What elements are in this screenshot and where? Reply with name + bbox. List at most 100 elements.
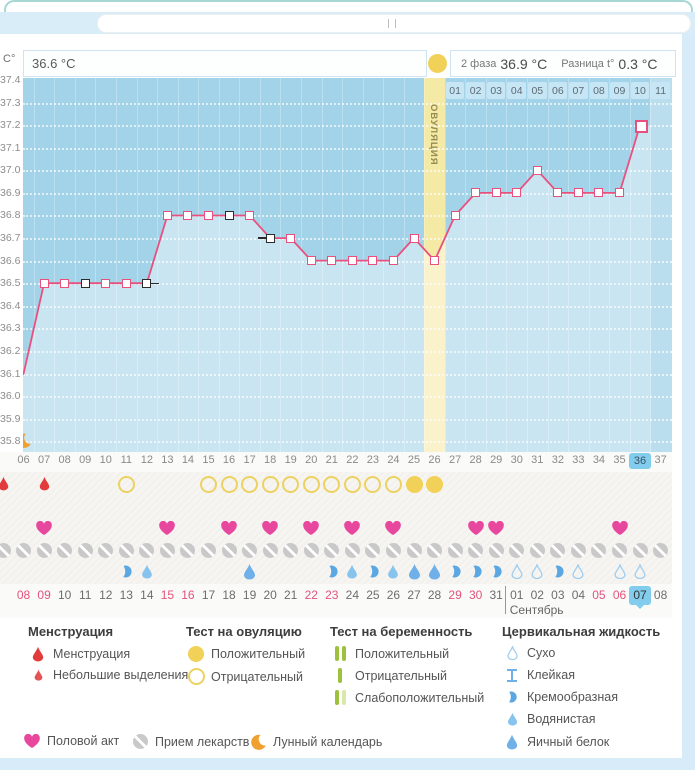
date-label[interactable]: 27 xyxy=(407,588,421,602)
temperature-marker[interactable] xyxy=(553,188,563,198)
temperature-marker[interactable] xyxy=(634,119,648,133)
ovulation-test-negative-icon[interactable] xyxy=(241,475,259,493)
cycle-day-label[interactable]: 24 xyxy=(387,454,400,466)
medication-pill-icon[interactable] xyxy=(385,542,401,558)
date-label[interactable]: 22 xyxy=(304,588,318,602)
medication-pill-icon[interactable] xyxy=(529,542,545,558)
temperature-marker[interactable] xyxy=(409,233,419,243)
medication-pill-icon[interactable] xyxy=(632,542,648,558)
date-label[interactable]: 05 xyxy=(592,588,606,602)
medication-pill-icon[interactable] xyxy=(509,542,525,558)
medication-pill-icon[interactable] xyxy=(406,542,422,558)
medication-pill-icon[interactable] xyxy=(283,542,299,558)
cycle-day-label[interactable]: 36 xyxy=(629,453,652,469)
temperature-marker[interactable] xyxy=(327,256,337,266)
temperature-marker[interactable] xyxy=(60,278,70,288)
medication-pill-icon[interactable] xyxy=(570,542,586,558)
cervical-dry-icon[interactable] xyxy=(572,562,584,584)
cycle-day-label[interactable]: 11 xyxy=(120,454,132,466)
date-label[interactable]: 17 xyxy=(201,588,216,602)
date-label[interactable]: 30 xyxy=(468,588,483,602)
menstruation-drop-icon[interactable] xyxy=(0,476,9,496)
medication-pill-icon[interactable] xyxy=(365,542,381,558)
date-label[interactable]: 08 xyxy=(16,588,31,602)
intercourse-heart-icon[interactable] xyxy=(467,520,484,541)
date-label[interactable]: 25 xyxy=(366,588,380,602)
medication-pill-icon[interactable] xyxy=(159,542,175,558)
ovulation-test-negative-icon[interactable] xyxy=(282,475,300,493)
vertical-scrollbar-track[interactable] xyxy=(682,34,695,770)
cervical-creamy-icon[interactable] xyxy=(490,565,503,583)
cycle-day-label[interactable]: 15 xyxy=(202,454,215,466)
temperature-chart[interactable]: ОВУЛЯЦИЯ 01 02 03 04 05 06 07 08 09 10 11 xyxy=(23,78,672,452)
temperature-marker[interactable] xyxy=(101,278,111,288)
temperature-marker[interactable] xyxy=(512,188,522,198)
temperature-marker[interactable] xyxy=(286,233,296,243)
cycle-day-label[interactable]: 30 xyxy=(510,454,523,466)
cycle-day-label[interactable]: 23 xyxy=(366,454,380,466)
medication-pill-icon[interactable] xyxy=(221,542,237,558)
cycle-day-label[interactable]: 28 xyxy=(469,454,482,466)
medication-pill-icon[interactable] xyxy=(139,542,155,558)
medication-pill-icon[interactable] xyxy=(488,542,504,558)
symptom-grid[interactable] xyxy=(0,472,672,584)
ovulation-test-negative-icon[interactable] xyxy=(364,475,382,493)
date-label[interactable]: 09 xyxy=(37,588,51,602)
date-label[interactable]: 16 xyxy=(181,588,195,602)
cycle-day-label[interactable]: 12 xyxy=(140,454,153,466)
temperature-marker[interactable] xyxy=(39,278,49,288)
intercourse-heart-icon[interactable] xyxy=(159,520,176,541)
intercourse-heart-icon[interactable] xyxy=(611,520,628,541)
temperature-marker[interactable] xyxy=(368,256,378,266)
temperature-marker[interactable] xyxy=(245,210,255,220)
temperature-marker[interactable] xyxy=(388,256,398,266)
date-label[interactable]: 01 xyxy=(510,588,524,602)
medication-pill-icon[interactable] xyxy=(344,542,360,558)
temperature-marker[interactable] xyxy=(532,165,542,175)
medication-pill-icon[interactable] xyxy=(77,542,93,558)
temperature-marker[interactable] xyxy=(306,256,316,266)
date-label[interactable]: 23 xyxy=(325,588,339,602)
medication-pill-icon[interactable] xyxy=(201,542,216,558)
date-label[interactable]: 26 xyxy=(386,588,401,602)
medication-pill-icon[interactable] xyxy=(612,542,627,558)
date-label[interactable]: 28 xyxy=(427,588,442,602)
temperature-marker[interactable] xyxy=(121,278,131,288)
date-label[interactable]: 07 xyxy=(629,586,652,605)
temperature-marker[interactable] xyxy=(183,210,193,220)
date-label[interactable]: 13 xyxy=(119,588,133,602)
ovulation-test-negative-icon[interactable] xyxy=(117,475,135,493)
medication-pill-icon[interactable] xyxy=(303,542,319,558)
cervical-creamy-icon[interactable] xyxy=(326,565,339,583)
date-label[interactable]: 20 xyxy=(263,588,277,602)
medication-pill-icon[interactable] xyxy=(242,542,258,558)
cycle-day-label[interactable]: 06 xyxy=(17,454,30,466)
medication-pill-icon[interactable] xyxy=(591,542,607,558)
cycle-day-label[interactable]: 35 xyxy=(613,454,626,466)
cycle-day-label[interactable]: 25 xyxy=(407,454,421,466)
medication-pill-icon[interactable] xyxy=(57,542,73,558)
cycle-day-label[interactable]: 16 xyxy=(222,454,236,466)
date-label[interactable]: 19 xyxy=(242,588,257,602)
cycle-day-label[interactable]: 17 xyxy=(243,454,256,466)
intercourse-heart-icon[interactable] xyxy=(262,520,278,541)
date-label[interactable]: 29 xyxy=(448,588,462,602)
cervical-watery-icon[interactable] xyxy=(346,564,358,584)
cervical-creamy-icon[interactable] xyxy=(552,565,565,583)
medication-pill-icon[interactable] xyxy=(468,542,484,558)
medication-pill-icon[interactable] xyxy=(653,542,669,558)
temperature-marker[interactable] xyxy=(594,188,604,198)
cervical-dry-icon[interactable] xyxy=(511,562,523,584)
temperature-marker[interactable] xyxy=(450,210,460,220)
cervical-dry-icon[interactable] xyxy=(531,562,543,584)
ovulation-test-negative-icon[interactable] xyxy=(261,475,279,493)
cervical-watery-icon[interactable] xyxy=(387,564,399,584)
intercourse-heart-icon[interactable] xyxy=(36,520,52,541)
temperature-marker[interactable] xyxy=(224,210,234,220)
temperature-marker[interactable] xyxy=(204,210,213,220)
cycle-day-label[interactable]: 07 xyxy=(37,454,51,466)
date-label[interactable]: 04 xyxy=(571,588,586,602)
intercourse-heart-icon[interactable] xyxy=(344,520,361,541)
medication-pill-icon[interactable] xyxy=(36,542,52,558)
cycle-day-label[interactable]: 34 xyxy=(592,454,606,466)
